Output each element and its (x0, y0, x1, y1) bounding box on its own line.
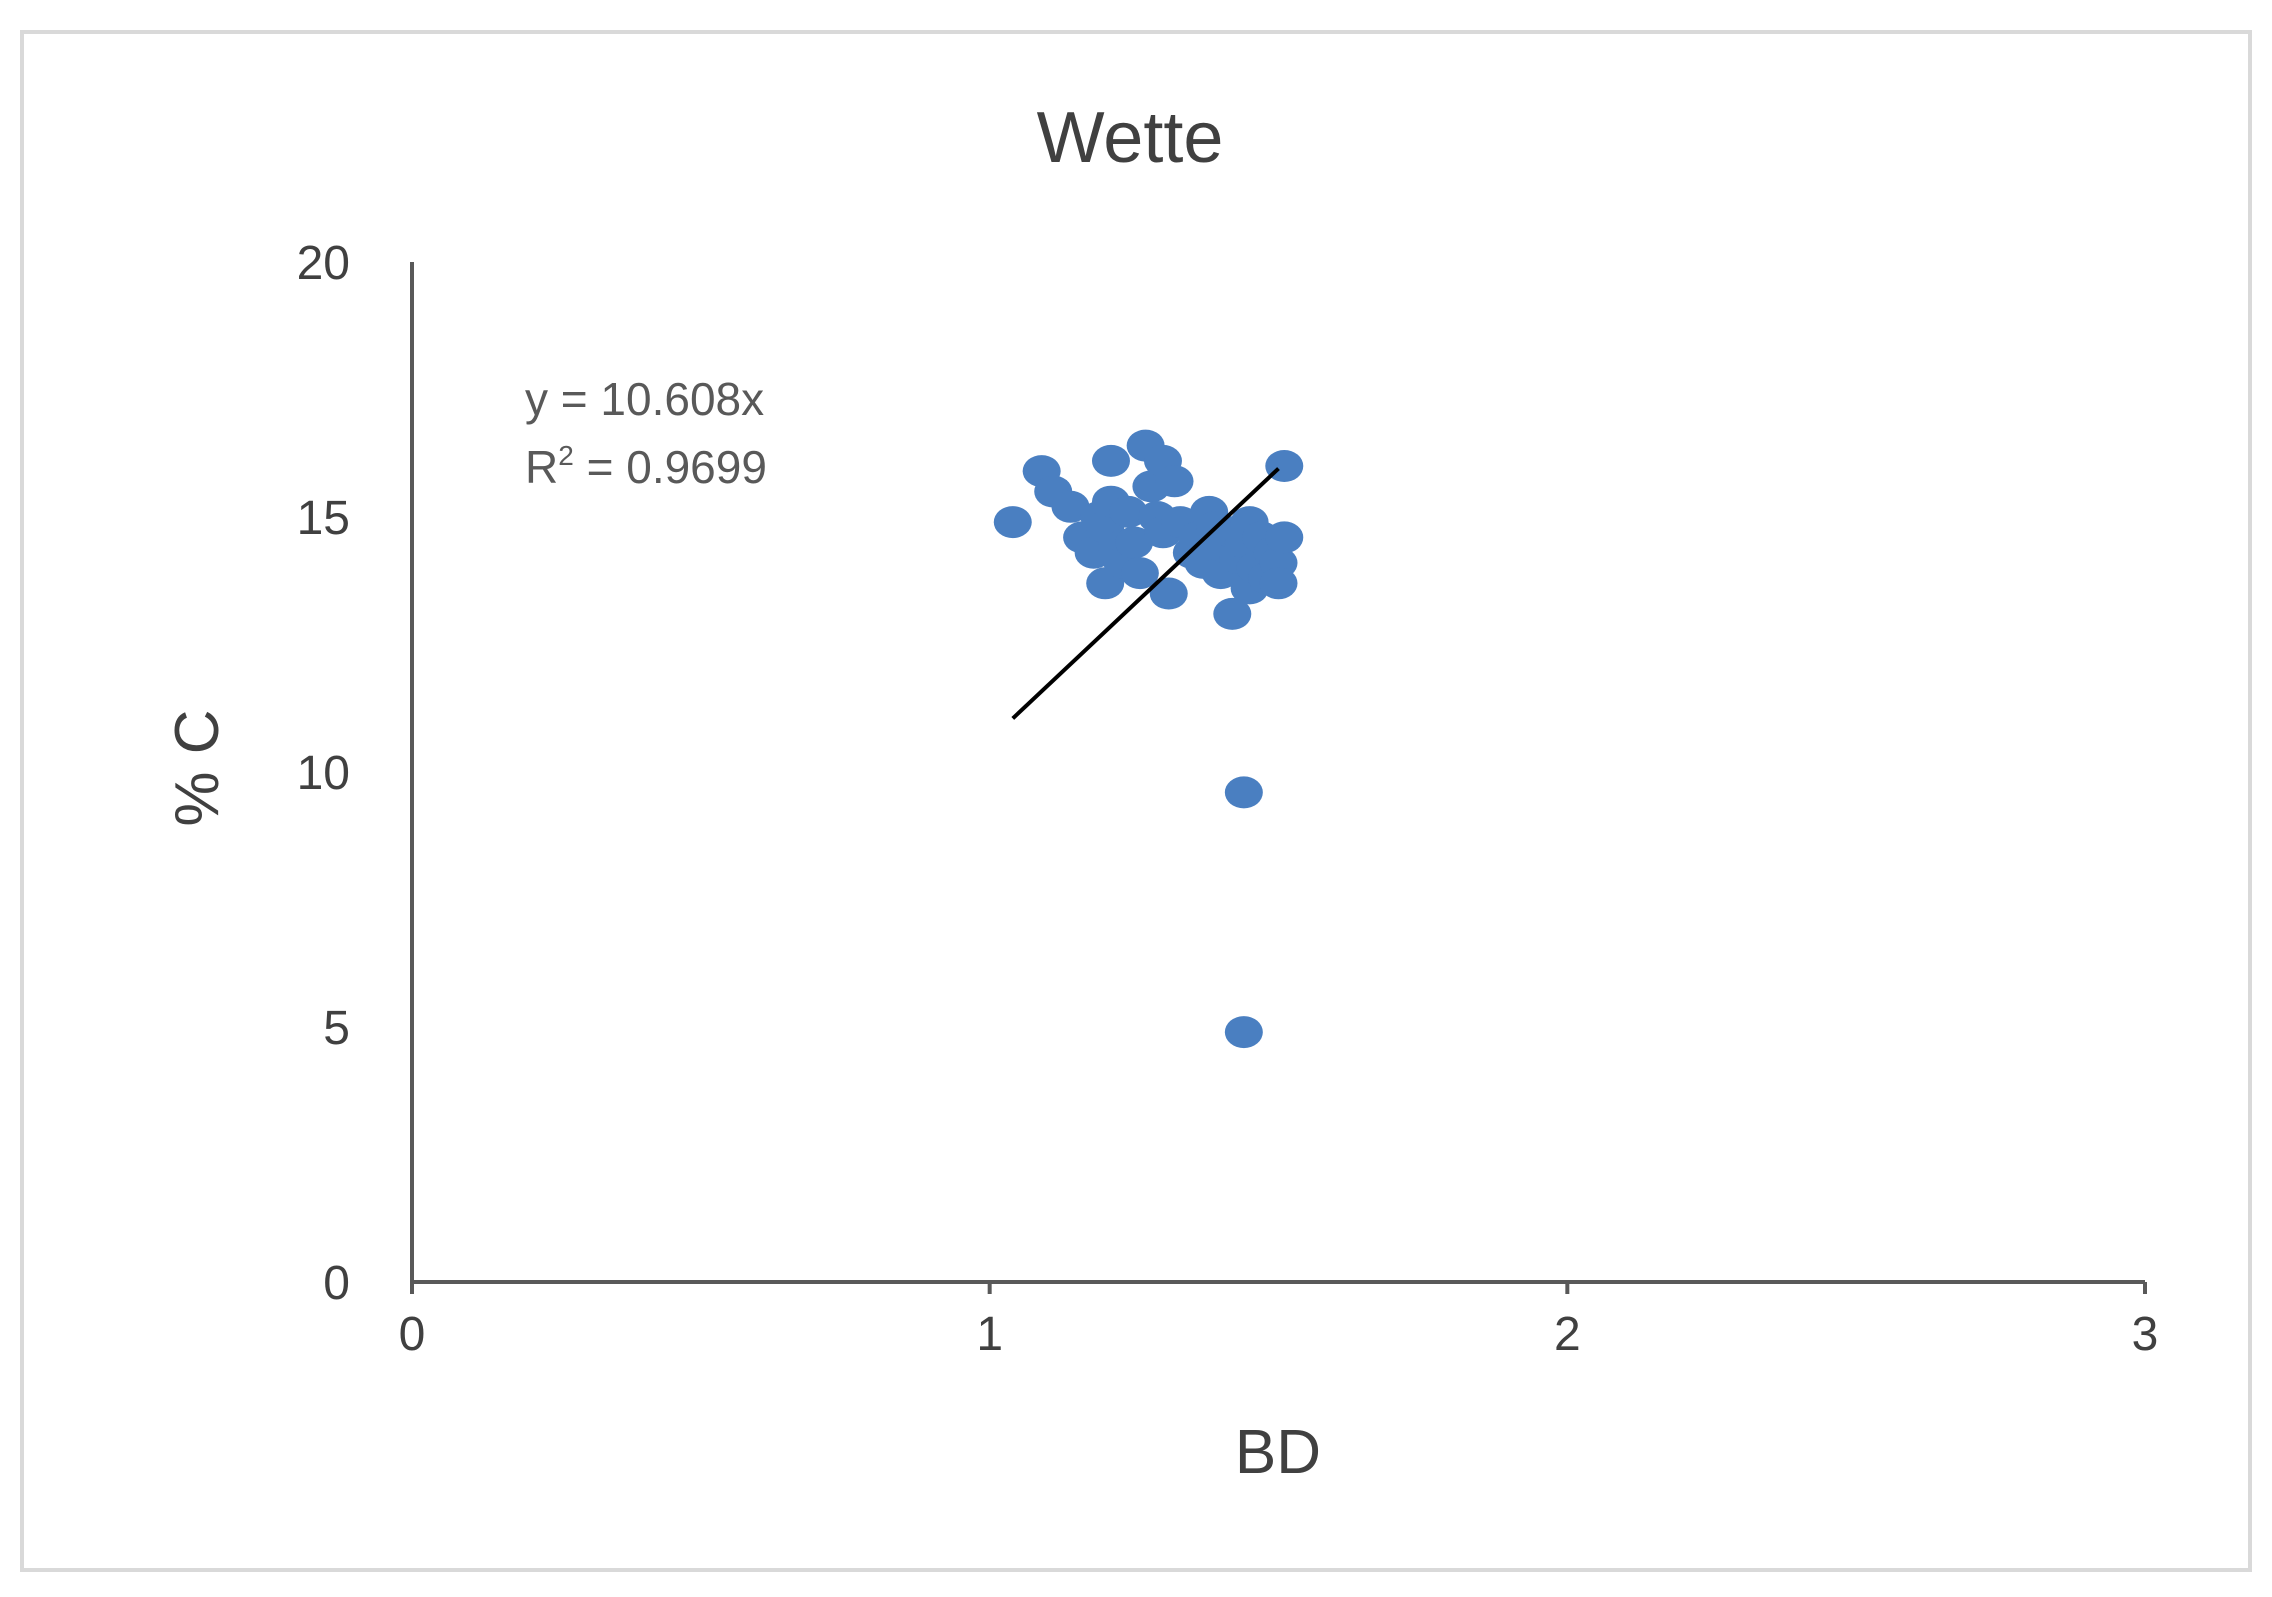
x-tick-label: 1 (976, 1308, 1003, 1361)
data-point (1115, 526, 1154, 559)
y-axis-ticks: 0 5 10 15 20 (297, 237, 350, 1310)
r-squared-value: = 0.9699 (574, 441, 767, 493)
y-tick-label: 5 (323, 1002, 350, 1055)
data-point (1224, 1016, 1263, 1049)
data-point (1109, 495, 1148, 528)
x-tick-label: 0 (399, 1308, 426, 1361)
y-tick-label: 0 (323, 1257, 350, 1310)
data-points (993, 429, 1304, 1049)
data-point (1051, 490, 1090, 523)
y-tick-label: 15 (297, 492, 350, 545)
data-point (1224, 776, 1263, 809)
chart-frame (20, 30, 2252, 1572)
data-point (1091, 444, 1130, 477)
trendline-r-squared: R2 = 0.9699 (525, 440, 767, 493)
x-axis-title: BD (1235, 1418, 1321, 1487)
data-point (1265, 521, 1304, 554)
data-point (1155, 465, 1194, 498)
data-point (1120, 557, 1159, 590)
trendline-equation: y = 10.608x (525, 373, 764, 425)
data-point (1213, 597, 1252, 630)
y-tick-label: 20 (297, 237, 350, 290)
data-point (993, 506, 1032, 539)
trendline (1011, 467, 1280, 720)
chart-title: Wette (1037, 98, 1224, 178)
x-axis-ticks: 0 1 2 3 (399, 1282, 2159, 1361)
data-point (1259, 567, 1298, 600)
r-squared-superscript: 2 (558, 440, 574, 471)
x-tick-label: 2 (1554, 1308, 1581, 1361)
y-tick-label: 10 (297, 747, 350, 800)
r-squared-prefix: R (525, 441, 558, 493)
data-point (1149, 577, 1188, 610)
y-axis-title: % C (163, 709, 232, 826)
x-tick-label: 3 (2132, 1308, 2159, 1361)
